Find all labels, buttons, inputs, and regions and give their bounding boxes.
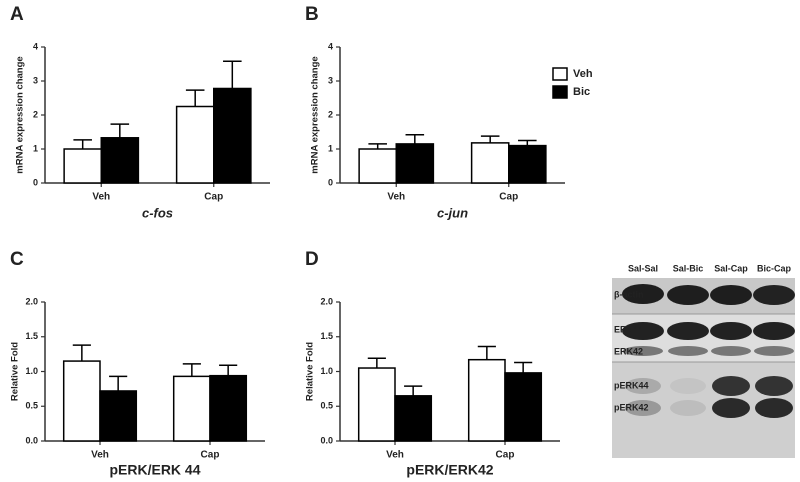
lane-label: Sal-Bic [673,263,704,273]
legend-label: Bic [573,86,590,98]
band-label: β-actin [614,289,644,299]
x-tick-label: Veh [386,450,404,461]
x-axis-label: c-fos [142,205,173,220]
y-axis-label: Relative Fold [10,342,21,401]
x-tick-label: Veh [387,192,405,203]
x-tick-label: Cap [496,450,515,461]
bar [395,143,435,184]
bar [209,374,248,442]
x-tick-label: Cap [499,192,518,203]
y-tick-label: 0.0 [25,435,38,445]
y-axis-label: mRNA expression change [15,56,26,173]
bar [467,358,506,442]
band-label: ERK44 [614,324,643,334]
bar [62,360,101,442]
legend-swatch [552,85,568,99]
y-tick-label: 1.5 [320,331,333,341]
x-tick-label: Cap [204,192,223,203]
x-tick-label: Veh [91,450,109,461]
y-tick-label: 2 [33,109,38,119]
bar [100,137,140,184]
panel-label: D [305,249,319,270]
y-tick-label: 1.0 [25,366,38,376]
y-tick-label: 4 [33,41,38,51]
y-axis-label: Relative Fold [305,342,316,401]
bar [358,148,397,184]
panel-label: B [305,4,319,25]
y-tick-label: 1.5 [25,331,38,341]
x-tick-label: Veh [92,192,110,203]
bar [63,148,102,184]
y-tick-label: 0.5 [25,401,38,411]
lane-label: Bic-Cap [757,263,792,273]
y-tick-label: 1.0 [320,366,333,376]
legend-swatch [552,67,568,81]
bar [99,390,138,442]
lane-label: Sal-Sal [628,263,658,273]
band-label: ERK42 [614,346,643,356]
y-tick-label: 4 [328,41,333,51]
bar [357,367,396,442]
y-tick-label: 2.0 [25,296,38,306]
x-axis-label: pERK/ERK42 [406,462,493,478]
bar [175,105,215,184]
x-axis-label: c-jun [437,205,468,220]
y-tick-label: 0 [33,177,38,187]
lane-label: Sal-Cap [714,263,748,273]
bar [504,372,543,442]
western-blot-image [612,278,795,458]
bar [508,144,547,184]
panel-label: C [10,249,24,270]
panel-label: A [10,4,24,25]
y-tick-label: 0 [328,177,333,187]
y-tick-label: 0.0 [320,435,333,445]
legend-label: Veh [573,68,593,80]
y-tick-label: 2.0 [320,296,333,306]
x-tick-label: Cap [201,450,220,461]
y-tick-label: 1 [328,143,333,153]
y-axis-label: mRNA expression change [310,56,321,173]
band-label: pERK42 [614,402,649,412]
y-tick-label: 0.5 [320,401,333,411]
bar [394,395,433,442]
x-axis-label: pERK/ERK 44 [109,462,200,478]
band-label: pERK44 [614,380,649,390]
bar [172,375,211,442]
bar [213,87,252,184]
bar [470,142,510,184]
y-tick-label: 3 [328,75,333,85]
y-tick-label: 3 [33,75,38,85]
y-tick-label: 1 [33,143,38,153]
y-tick-label: 2 [328,109,333,119]
